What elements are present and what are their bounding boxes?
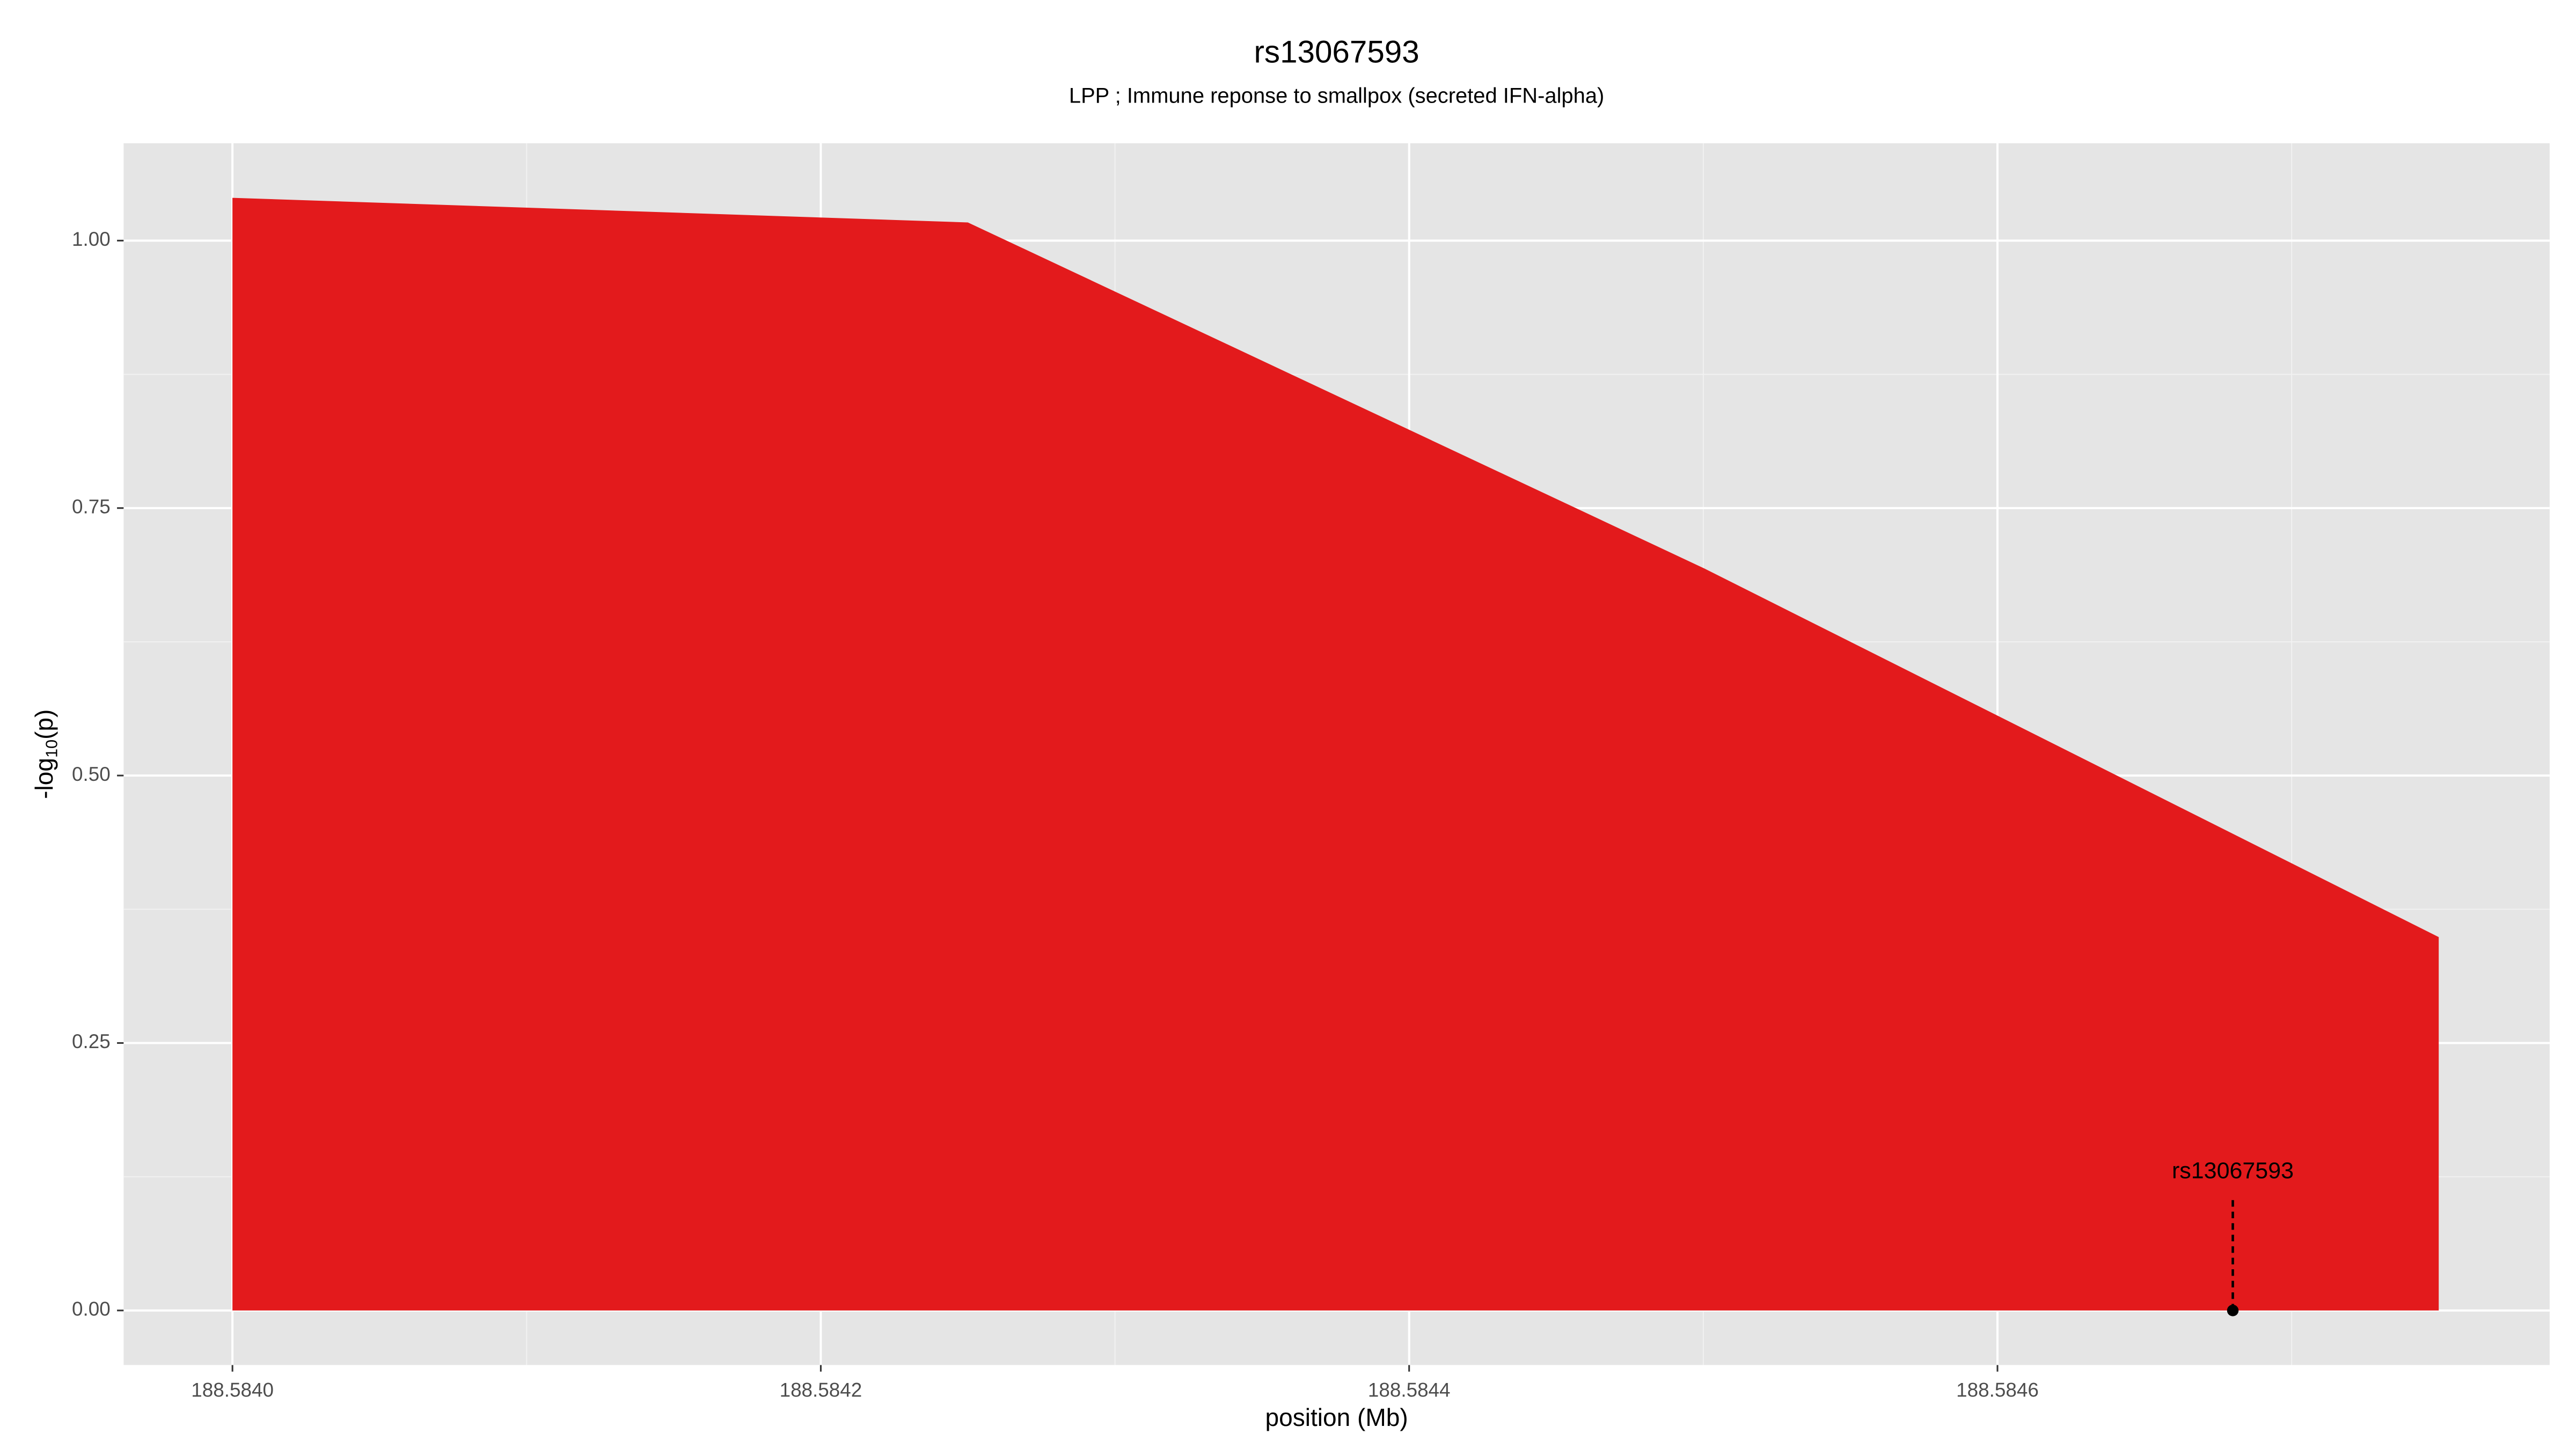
y-tick-label: 0.75	[72, 495, 111, 517]
y-title-part: (p)	[30, 709, 58, 740]
y-tick-label: 0.00	[72, 1298, 111, 1320]
y-tick-label: 0.50	[72, 763, 111, 785]
x-axis-title: position (Mb)	[1265, 1403, 1408, 1431]
chart-title: rs13067593	[1254, 35, 1419, 70]
area	[232, 197, 2439, 1311]
y-axis-title: -log10(p)	[30, 709, 61, 799]
x-tick-label: 188.5844	[1368, 1379, 1451, 1401]
y-tick-label: 0.25	[72, 1030, 111, 1052]
x-tick-label: 188.5842	[780, 1379, 862, 1401]
x-tick-label: 188.5840	[191, 1379, 274, 1401]
y-title-part: -log	[30, 758, 58, 799]
y-tick-label: 1.00	[72, 228, 111, 250]
annotation-point	[2227, 1305, 2239, 1316]
x-tick-label: 188.5846	[1956, 1379, 2039, 1401]
chart-subtitle: LPP ; Immune reponse to smallpox (secret…	[1069, 84, 1604, 108]
annotation-label: rs13067593	[2172, 1158, 2294, 1183]
y-title-sub: 10	[42, 740, 61, 758]
